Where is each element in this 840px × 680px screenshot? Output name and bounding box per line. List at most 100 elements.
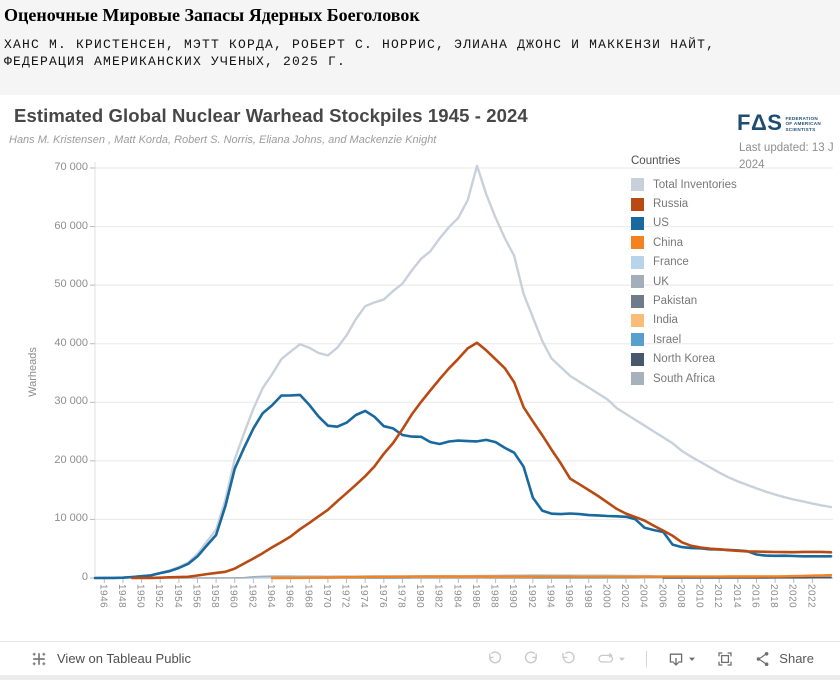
fullscreen-icon [718,651,732,666]
x-tick-label: 1958 [209,584,221,609]
x-tick-label: 1950 [134,584,146,609]
legend-item-total-inventories[interactable]: Total Inventories [631,175,737,194]
x-tick-label: 2004 [637,584,649,609]
legend-swatch [631,178,644,192]
share-icon [756,651,769,666]
last-updated-note: Last updated: 13 J 2024 [739,142,834,171]
refresh-button[interactable] [597,650,626,667]
legend-label: South Africa [653,372,716,385]
legend-label: Russia [653,198,689,211]
legend-label: US [653,217,669,230]
reset-button[interactable] [560,650,577,667]
stockpiles-line-chart[interactable] [0,95,840,641]
x-tick-label: 1954 [171,584,183,609]
x-tick-label: 1968 [302,584,314,609]
legend-title: Countries [631,155,681,167]
x-tick-label: 2012 [712,584,724,609]
legend-item-russia[interactable]: Russia [631,194,737,213]
tableau-viz: Estimated Global Nuclear Warhead Stockpi… [0,95,840,641]
x-tick-label: 2020 [786,584,798,609]
download-caret-icon [689,657,696,661]
x-tick-label: 1978 [395,584,407,609]
legend-label: China [653,236,684,249]
legend-label: North Korea [653,353,716,366]
x-tick-label: 2000 [600,584,612,609]
legend-label: India [653,314,678,327]
legend-label: Israel [653,333,682,346]
redo-button[interactable] [523,650,540,667]
x-tick-label: 2014 [730,584,742,609]
legend-item-france[interactable]: France [631,253,737,272]
x-tick-label: 1990 [507,584,519,609]
y-tick-label: 60 000 [54,219,88,232]
x-tick-label: 1994 [544,584,556,609]
x-tick-label: 1996 [563,584,575,609]
undo-button[interactable] [486,650,503,667]
chart-title: Estimated Global Nuclear Warhead Stockpi… [14,105,528,126]
legend-item-us[interactable]: US [631,214,737,233]
countries-legend: Countries Total Inventories Russia US China… [631,155,737,388]
y-tick-label: 70 000 [54,161,88,173]
legend-label: UK [653,275,669,288]
x-tick-label: 2018 [768,584,780,609]
legend-item-israel[interactable]: Israel [631,330,737,349]
legend-label: France [653,256,689,269]
legend-swatch [631,255,644,269]
series-line-russia[interactable] [131,341,833,580]
x-tick-label: 1998 [581,584,593,609]
x-tick-label: 1980 [414,584,426,609]
legend-swatch [631,236,644,250]
x-tick-label: 2008 [674,584,686,609]
legend-item-south-africa[interactable]: South Africa [631,369,737,388]
x-tick-label: 2002 [619,584,631,609]
page-title: Оценочные Мировые Запасы Ядерных Боеголо… [4,5,420,25]
page-header: Оценочные Мировые Запасы Ядерных Боеголо… [0,0,840,95]
fas-logo-mark: FΔS [737,110,783,135]
share-button[interactable]: Share [754,650,814,668]
fullscreen-button[interactable] [716,650,734,668]
legend-item-china[interactable]: China [631,233,737,252]
x-tick-label: 1962 [246,584,258,609]
x-tick-label: 1956 [190,584,202,609]
fas-logo: FΔS FEDERATION OF AMERICAN SCIENTISTS [737,112,821,134]
x-tick-label: 1982 [432,584,444,609]
legend-swatch [631,313,644,327]
page-authors-line2: ФЕДЕРАЦИЯ АМЕРИКАНСКИХ УЧЕНЫХ, 2025 Г. [4,54,347,69]
toolbar-separator [646,650,648,667]
view-on-tableau-public-label: View on Tableau Public [57,651,191,666]
chart-subtitle: Hans M. Kristensen , Matt Korda, Robert … [9,134,437,146]
x-tick-label: 1972 [339,584,351,609]
view-on-tableau-public-link[interactable]: View on Tableau Public [30,642,191,675]
legend-item-uk[interactable]: UK [631,272,737,291]
undo-icon [489,651,502,664]
legend-swatch [631,333,644,347]
x-tick-label: 1974 [358,584,370,609]
y-tick-label: 40 000 [54,336,88,349]
x-tick-label: 1976 [376,584,388,609]
redo-icon [525,651,538,664]
x-tick-label: 1948 [115,584,127,609]
series-line-china[interactable] [270,573,833,580]
x-tick-label: 1946 [97,584,109,609]
legend-swatch [631,275,644,289]
fas-logo-text: FEDERATION OF AMERICAN SCIENTISTS [785,116,821,132]
y-tick-label: 20 000 [54,453,88,466]
tableau-toolbar: View on Tableau Public [0,641,840,675]
legend-swatch [631,197,644,211]
y-tick-label: 10 000 [54,512,88,525]
x-tick-label: 1960 [227,584,239,609]
y-tick-label: 50 000 [54,278,88,291]
legend-label: Total Inventories [653,178,737,191]
x-tick-label: 1986 [469,584,481,609]
refresh-caret-icon [619,657,626,661]
x-tick-label: 2022 [805,584,817,609]
legend-swatch [631,294,644,308]
legend-swatch [631,216,644,230]
x-tick-label: 1992 [525,584,537,609]
x-tick-label: 1988 [488,584,500,609]
series-line-total-inventories[interactable] [93,164,833,580]
legend-item-north-korea[interactable]: North Korea [631,350,737,369]
legend-item-pakistan[interactable]: Pakistan [631,291,737,310]
download-button[interactable] [667,650,696,668]
legend-item-india[interactable]: India [631,311,737,330]
